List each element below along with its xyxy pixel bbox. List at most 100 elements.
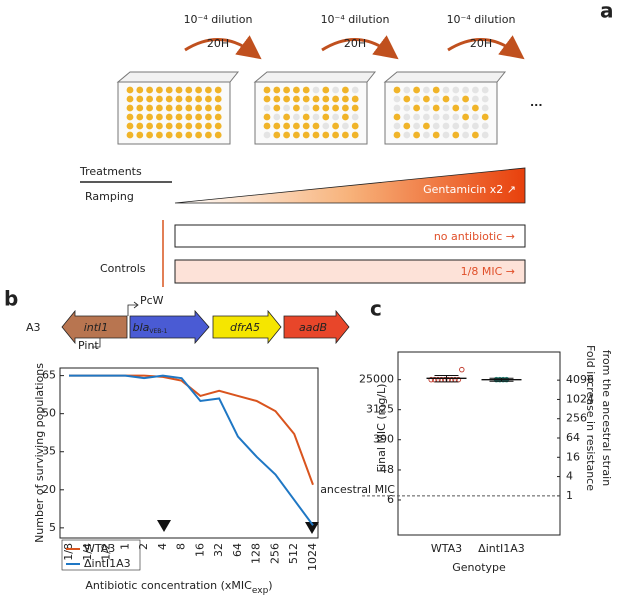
well — [423, 122, 430, 130]
well — [185, 122, 193, 130]
plot-frame — [59, 367, 319, 539]
y-tick-label: 6 — [387, 493, 394, 506]
well — [393, 86, 401, 94]
well — [403, 104, 411, 112]
well — [175, 95, 183, 103]
well — [156, 86, 163, 94]
well — [312, 131, 320, 139]
well — [214, 113, 222, 121]
promoter-label: PcW — [140, 294, 164, 307]
y-tick-label: 35 — [42, 445, 56, 458]
well — [146, 113, 154, 121]
well — [393, 104, 401, 112]
well — [302, 113, 310, 121]
well — [413, 122, 420, 130]
well — [185, 95, 193, 103]
well — [302, 131, 310, 139]
well — [312, 122, 320, 130]
well — [185, 131, 193, 139]
well — [136, 86, 144, 94]
well — [302, 104, 310, 112]
well — [452, 113, 460, 121]
well — [195, 113, 203, 121]
y-tick-label: 48 — [380, 463, 394, 476]
well — [462, 122, 469, 130]
well — [322, 122, 330, 130]
well — [423, 131, 430, 139]
well — [312, 104, 320, 112]
well — [126, 122, 134, 130]
well — [393, 113, 401, 121]
y2-axis-label: from the ancestral strain — [600, 350, 613, 486]
x-tick-label: 64 — [231, 543, 244, 557]
well — [462, 95, 469, 103]
well — [472, 104, 479, 112]
well — [136, 122, 144, 130]
well — [462, 113, 469, 121]
gene-label: dfrA5 — [230, 321, 260, 334]
well — [175, 86, 183, 94]
well — [302, 122, 310, 130]
well — [185, 86, 193, 94]
y2-tick-label: 1 — [566, 489, 573, 502]
dilution-label: 10⁻⁴ dilution — [447, 13, 516, 26]
well — [136, 104, 144, 112]
well — [273, 122, 281, 130]
well — [342, 113, 349, 121]
well — [293, 113, 300, 121]
well — [293, 104, 300, 112]
y2-tick-label: 64 — [566, 431, 580, 444]
well — [126, 131, 134, 139]
plate — [116, 71, 240, 83]
well — [351, 131, 359, 139]
well — [413, 95, 420, 103]
dilution-arrows — [184, 35, 525, 60]
well — [322, 86, 330, 94]
well — [413, 131, 420, 139]
legend-label: WTA3 — [84, 542, 115, 555]
well — [393, 122, 401, 130]
well — [205, 95, 212, 103]
well — [403, 122, 411, 130]
plates — [116, 71, 507, 145]
annotation: ancestral MIC — [320, 483, 395, 496]
well — [185, 104, 193, 112]
well — [165, 122, 173, 130]
well — [263, 86, 271, 94]
well — [332, 95, 339, 103]
well — [263, 113, 271, 121]
well — [165, 131, 173, 139]
control-text: 1/8 MIC → — [461, 265, 515, 278]
x-tick-label: 32 — [212, 543, 225, 557]
well — [472, 131, 479, 139]
well — [481, 95, 489, 103]
well — [423, 86, 430, 94]
plot-frame — [397, 351, 561, 536]
point — [428, 376, 434, 383]
well — [283, 86, 290, 94]
well — [332, 104, 339, 112]
legend-frame — [61, 539, 141, 571]
well — [481, 113, 489, 121]
well — [165, 104, 173, 112]
well — [175, 104, 183, 112]
well — [205, 113, 212, 121]
x-axis-label: Genotype — [452, 561, 506, 574]
x-axis-label: Antibiotic concentration (xMICexp) — [85, 579, 272, 596]
well — [156, 122, 163, 130]
well — [312, 95, 320, 103]
well — [146, 86, 154, 94]
y-tick-label: 5 — [49, 521, 56, 534]
integron-label: A3 — [26, 321, 41, 334]
well — [195, 131, 203, 139]
well — [263, 131, 271, 139]
marker-triangle — [305, 522, 319, 534]
y-tick-label: 3125 — [366, 403, 394, 416]
promoter-label: Pint — [78, 339, 99, 352]
well — [165, 86, 173, 94]
well — [452, 131, 460, 139]
well — [442, 95, 450, 103]
well — [214, 104, 222, 112]
well — [442, 131, 450, 139]
well — [195, 95, 203, 103]
